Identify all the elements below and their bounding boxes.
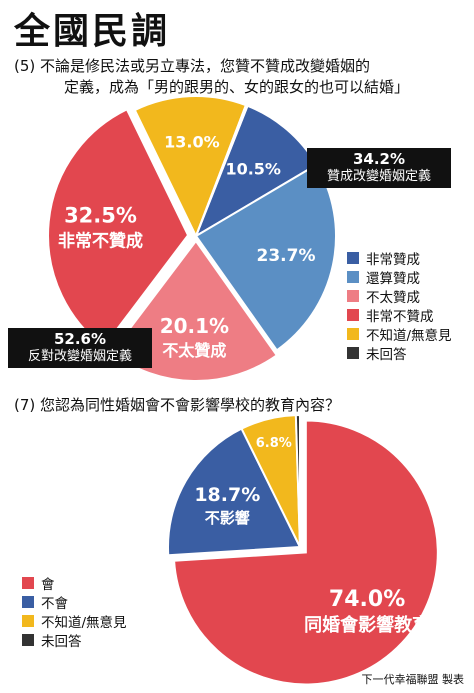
legend-swatch [22,595,34,608]
credit-note: 下一代幸福聯盟 製表 [361,673,465,686]
question-5-line-1: (5) 不論是修民法或另立專法，您贊不贊成改變婚姻的 [14,57,371,75]
slice-label-不會: 18.7% [194,484,260,506]
slice-label-不太贊成: 20.1% [160,314,229,338]
slice-label-還算贊成: 23.7% [257,246,316,266]
legend-swatch [347,270,359,283]
legend-item: 還算贊成 [347,267,452,287]
legend-item: 不知道/無意見 [347,324,452,344]
legend-item: 未回答 [347,343,452,363]
callout-support: 34.2% 贊成改變婚姻定義 [307,148,451,188]
slice-sublabel-不會: 不影響 [205,509,250,527]
question-7: (7) 您認為同性婚姻會不會影響學校的教育內容？ [14,396,341,414]
legend-swatch [347,308,359,321]
slice-不知道/無意見 [133,95,248,239]
callout-oppose-pct: 52.6% [53,330,107,348]
legend-swatch [347,251,359,264]
legend-swatch [347,289,359,302]
slice-sublabel-非常不贊成: 非常不贊成 [58,231,143,252]
slice-label-不知道/無意見: 13.0% [164,133,220,152]
slice-不會 [167,427,302,557]
legend-label: 不會 [41,595,68,612]
legend-swatch [22,614,34,627]
slice-未回答 [195,103,249,237]
question-5-line-2: 定義，成為「男的跟男的、女的跟女的也可以結婚」 [64,78,410,96]
slice-label-非常不贊成: 32.5% [64,204,137,228]
legend-item: 非常贊成 [347,248,452,268]
question-5: (5) 不論是修民法或另立專法，您贊不贊成改變婚姻的 定義，成為「男的跟男的、女… [14,56,466,98]
legend-item: 會 [22,573,127,593]
legend-label: 不太贊成 [366,289,420,306]
legend-label: 非常不贊成 [366,308,434,325]
legend-label: 不知道/無意見 [41,614,127,631]
legend-label: 未回答 [41,633,82,650]
legend-item: 不知道/無意見 [22,611,127,631]
slice-非常不贊成 [47,107,190,349]
legend-swatch [22,576,34,589]
slice-label-不知道/無意見: 6.8% [256,436,292,451]
callout-oppose-label: 反對改變婚姻定義 [27,349,132,364]
callout-oppose: 52.6% 反對改變婚姻定義 [8,328,152,368]
legend-label: 非常贊成 [366,251,420,268]
legend-label: 未回答 [366,346,407,363]
legend-item: 不會 [22,592,127,612]
slice-label-會: 74.0% [329,587,405,612]
legend-q7: 會不會不知道/無意見 未回答 [22,573,127,650]
legend-swatch [347,346,359,359]
legend-q5: 非常贊成還算贊成不太贊成非常不贊成不知道/無意見 未回答 [347,248,452,363]
legend-item: 非常不贊成 [347,305,452,325]
slice-label-非常贊成: 10.5% [225,160,281,179]
slice-sublabel-會: 同婚會影響教育 [304,614,430,636]
legend-item: 未回答 [22,630,127,650]
callout-support-label: 贊成改變婚姻定義 [326,169,431,184]
legend-swatch [347,327,359,340]
legend-label: 會 [41,576,55,593]
legend-label: 不知道/無意見 [366,327,452,344]
slice-未回答 [294,413,301,548]
slice-sublabel-不太贊成: 不太贊成 [162,341,226,360]
legend-item: 不太贊成 [347,286,452,306]
callout-support-pct: 34.2% [352,150,406,168]
page-title: 全國民調 [14,11,171,52]
legend-label: 還算贊成 [366,270,420,287]
slice-會 [173,419,439,686]
legend-swatch [22,633,34,646]
